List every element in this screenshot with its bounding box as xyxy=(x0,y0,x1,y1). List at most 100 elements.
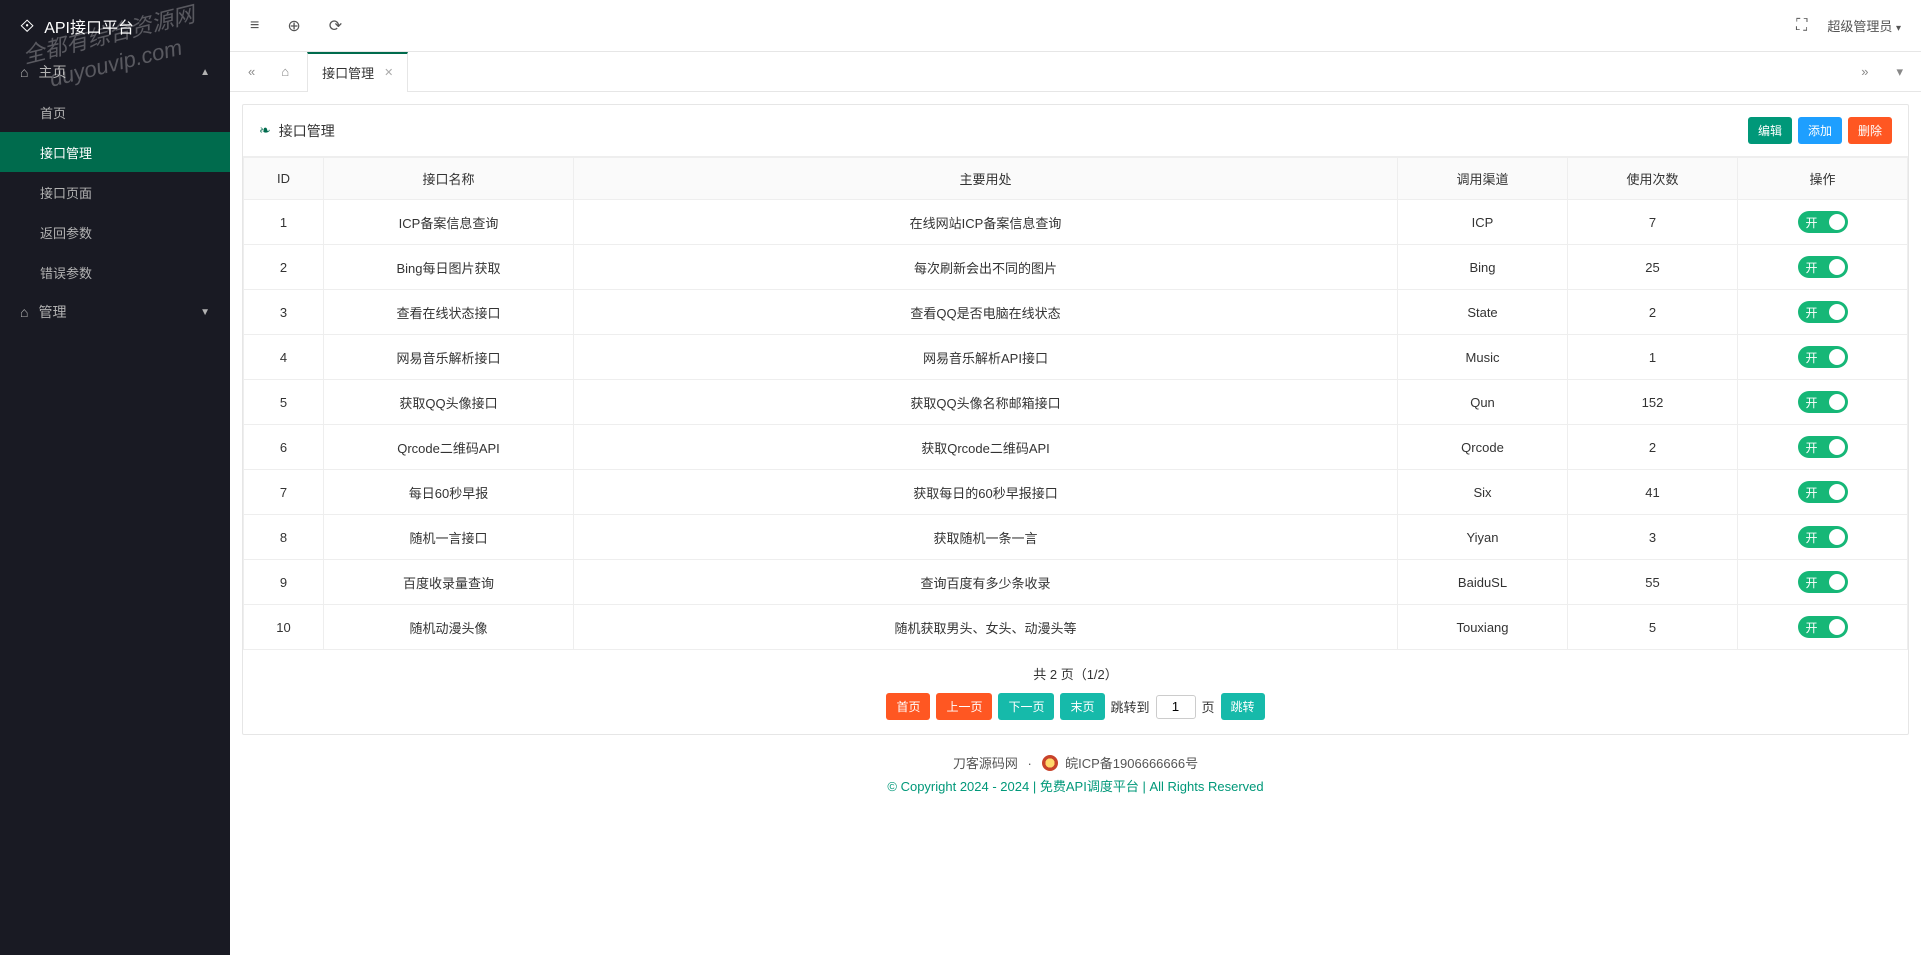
cell-name: 获取QQ头像接口 xyxy=(324,380,574,425)
th-name: 接口名称 xyxy=(324,158,574,200)
page-prev-button[interactable]: 上一页 xyxy=(936,693,992,720)
cell-channel: Music xyxy=(1398,335,1568,380)
user-chevron-icon: ▾ xyxy=(1896,23,1901,34)
content: ❧ 接口管理 编辑 添加 删除 ID 接口名称 主要用处 xyxy=(230,92,1921,955)
tab-api-manage[interactable]: 接口管理 ✕ xyxy=(307,52,408,92)
menu-item-error-params[interactable]: 错误参数 xyxy=(0,252,230,292)
cell-count: 2 xyxy=(1568,290,1738,335)
toggle-switch[interactable]: 开 xyxy=(1798,616,1848,638)
cell-channel: Qun xyxy=(1398,380,1568,425)
toggle-switch[interactable]: 开 xyxy=(1798,526,1848,548)
footer: 刀客源码网 · 皖ICP备1906666666号 © Copyright 202… xyxy=(242,735,1909,813)
cell-count: 1 xyxy=(1568,335,1738,380)
user-menu[interactable]: 超级管理员 ▾ xyxy=(1827,16,1901,35)
cell-id: 6 xyxy=(244,425,324,470)
cell-id: 10 xyxy=(244,605,324,650)
th-purpose: 主要用处 xyxy=(574,158,1398,200)
menu-item-api-manage[interactable]: 接口管理 xyxy=(0,132,230,172)
toggle-switch[interactable]: 开 xyxy=(1798,301,1848,323)
table-row: 3查看在线状态接口查看QQ是否电脑在线状态State2开 xyxy=(244,290,1908,335)
cell-op: 开 xyxy=(1738,560,1908,605)
cell-op: 开 xyxy=(1738,605,1908,650)
footer-copyright[interactable]: © Copyright 2024 - 2024 xyxy=(887,779,1029,794)
cell-op: 开 xyxy=(1738,335,1908,380)
cell-purpose: 随机获取男头、女头、动漫头等 xyxy=(574,605,1398,650)
cell-id: 1 xyxy=(244,200,324,245)
menu-item-return-params[interactable]: 返回参数 xyxy=(0,212,230,252)
footer-site: 刀客源码网 xyxy=(953,756,1018,771)
card: ❧ 接口管理 编辑 添加 删除 ID 接口名称 主要用处 xyxy=(242,104,1909,735)
cell-id: 5 xyxy=(244,380,324,425)
delete-button[interactable]: 删除 xyxy=(1848,117,1892,144)
chevron-down-icon: ▼ xyxy=(200,307,210,318)
fullscreen-icon[interactable]: ⛶ xyxy=(1796,17,1807,35)
cell-name: ICP备案信息查询 xyxy=(324,200,574,245)
cell-id: 8 xyxy=(244,515,324,560)
tabs-prev-icon[interactable]: « xyxy=(240,64,263,79)
page-jump-input[interactable] xyxy=(1156,695,1196,719)
cell-op: 开 xyxy=(1738,470,1908,515)
topbar: ≡ ⊕ ⟳ ⛶ 超级管理员 ▾ xyxy=(230,0,1921,52)
table-row: 4网易音乐解析接口网易音乐解析API接口Music1开 xyxy=(244,335,1908,380)
cell-count: 152 xyxy=(1568,380,1738,425)
page-jump-button[interactable]: 跳转 xyxy=(1221,693,1265,720)
toggle-switch[interactable]: 开 xyxy=(1798,346,1848,368)
cell-count: 55 xyxy=(1568,560,1738,605)
add-button[interactable]: 添加 xyxy=(1798,117,1842,144)
cell-name: Bing每日图片获取 xyxy=(324,245,574,290)
toggle-switch[interactable]: 开 xyxy=(1798,391,1848,413)
refresh-icon[interactable]: ⟳ xyxy=(329,16,342,36)
cell-op: 开 xyxy=(1738,425,1908,470)
tab-close-icon[interactable]: ✕ xyxy=(384,66,393,79)
cell-id: 7 xyxy=(244,470,324,515)
cell-op: 开 xyxy=(1738,245,1908,290)
menu-group-manage-label: 管理 xyxy=(38,302,66,322)
tabs-next-icon[interactable]: » xyxy=(1853,64,1876,79)
tabs-menu-chevron-icon[interactable]: ▾ xyxy=(1888,64,1911,80)
cell-id: 4 xyxy=(244,335,324,380)
page-info: 共 2 页（1/2） xyxy=(243,664,1908,683)
user-name: 超级管理员 xyxy=(1827,19,1892,34)
cell-channel: Yiyan xyxy=(1398,515,1568,560)
cell-name: 每日60秒早报 xyxy=(324,470,574,515)
menu-group-manage[interactable]: ⌂ 管理 ▼ xyxy=(0,292,230,332)
page-next-button[interactable]: 下一页 xyxy=(998,693,1054,720)
table-row: 10随机动漫头像随机获取男头、女头、动漫头等Touxiang5开 xyxy=(244,605,1908,650)
table-row: 5获取QQ头像接口获取QQ头像名称邮箱接口Qun152 开 xyxy=(244,380,1908,425)
table-row: 1ICP备案信息查询在线网站ICP备案信息查询ICP7开 xyxy=(244,200,1908,245)
cell-count: 5 xyxy=(1568,605,1738,650)
cell-name: Qrcode二维码API xyxy=(324,425,574,470)
cell-op: 开 xyxy=(1738,515,1908,560)
page-first-button[interactable]: 首页 xyxy=(886,693,930,720)
footer-rights[interactable]: All Rights Reserved xyxy=(1149,779,1263,794)
toggle-switch[interactable]: 开 xyxy=(1798,571,1848,593)
tab-home-icon[interactable]: ⌂ xyxy=(269,64,301,79)
cell-count: 3 xyxy=(1568,515,1738,560)
cell-purpose: 查询百度有多少条收录 xyxy=(574,560,1398,605)
th-count: 使用次数 xyxy=(1568,158,1738,200)
th-channel: 调用渠道 xyxy=(1398,158,1568,200)
main: ≡ ⊕ ⟳ ⛶ 超级管理员 ▾ « ⌂ 接口管理 ✕ » ▾ xyxy=(230,0,1921,955)
menu-group-main[interactable]: ⌂ 主页 ▲ xyxy=(0,52,230,92)
menu-item-api-page[interactable]: 接口页面 xyxy=(0,172,230,212)
toggle-switch[interactable]: 开 xyxy=(1798,481,1848,503)
edit-button[interactable]: 编辑 xyxy=(1748,117,1792,144)
toggle-switch[interactable]: 开 xyxy=(1798,436,1848,458)
cell-name: 查看在线状态接口 xyxy=(324,290,574,335)
cell-purpose: 获取每日的60秒早报接口 xyxy=(574,470,1398,515)
sidebar-toggle-icon[interactable]: ≡ xyxy=(250,17,259,35)
cell-purpose: 获取QQ头像名称邮箱接口 xyxy=(574,380,1398,425)
sidebar: 全都有综合资源网 duyouvip.com ⟐ API接口平台 ⌂ 主页 ▲ 首… xyxy=(0,0,230,955)
cell-id: 3 xyxy=(244,290,324,335)
table-row: 7每日60秒早报获取每日的60秒早报接口Six41开 xyxy=(244,470,1908,515)
toggle-switch[interactable]: 开 xyxy=(1798,256,1848,278)
cell-op: 开 xyxy=(1738,290,1908,335)
cell-name: 随机动漫头像 xyxy=(324,605,574,650)
page-last-button[interactable]: 末页 xyxy=(1060,693,1104,720)
globe-icon[interactable]: ⊕ xyxy=(287,16,300,36)
cell-purpose: 获取随机一条一言 xyxy=(574,515,1398,560)
page-jump-prefix: 跳转到 xyxy=(1111,697,1150,716)
footer-platform[interactable]: 免费API调度平台 xyxy=(1040,779,1139,794)
toggle-switch[interactable]: 开 xyxy=(1798,211,1848,233)
menu-item-home[interactable]: 首页 xyxy=(0,92,230,132)
